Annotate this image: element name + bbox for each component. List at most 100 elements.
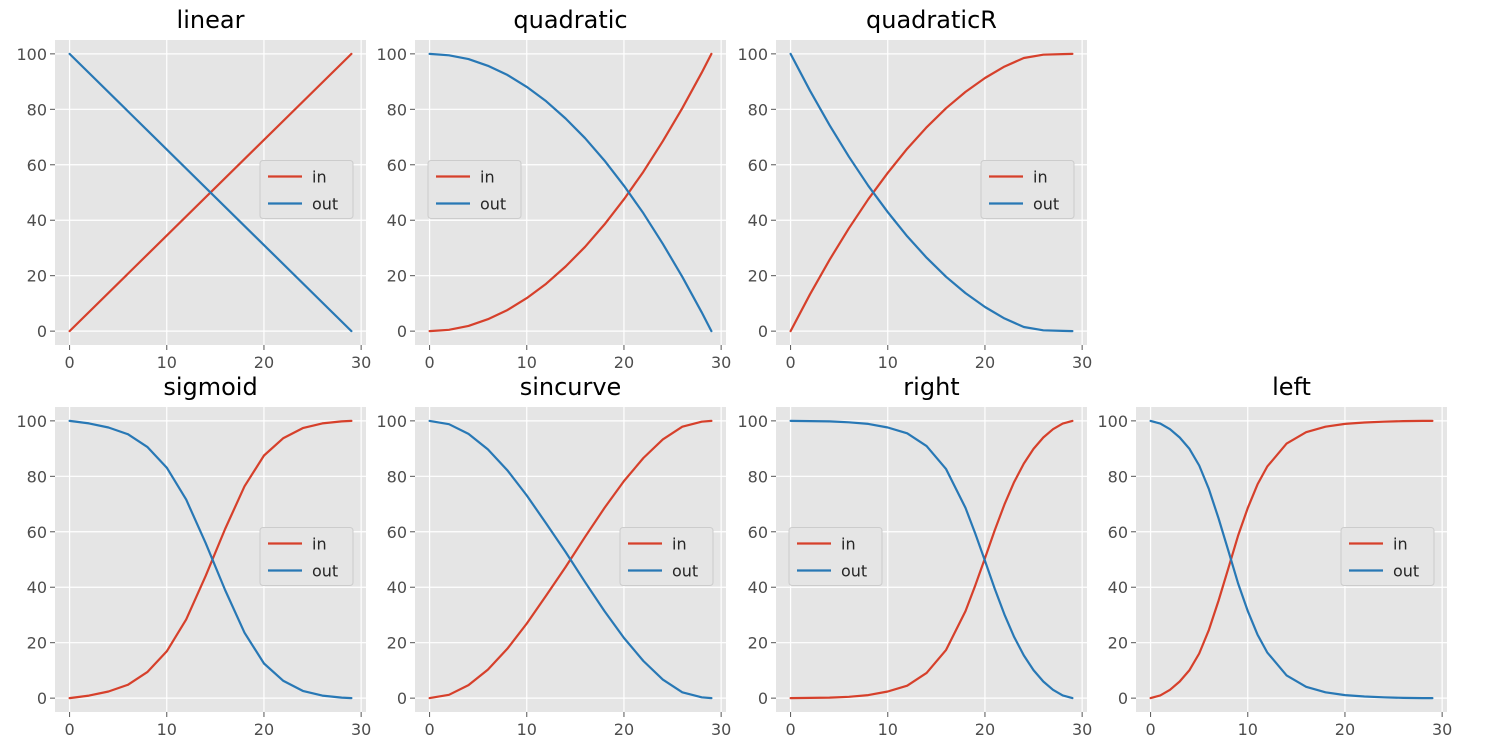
legend-label-in: in xyxy=(312,168,327,187)
chart-panel-quadraticR: 0 10 20 30 0 20 40 60 80 100 quadraticR in out xyxy=(737,6,1092,372)
chart-panel-linear: 0 10 20 30 0 20 40 60 80 100 linear in out xyxy=(16,6,371,372)
x-tick-label: 10 xyxy=(878,353,898,372)
series-line-out xyxy=(428,419,713,700)
y-tick-label: 60 xyxy=(748,156,768,175)
y-tick-label: 0 xyxy=(758,322,768,341)
legend: in out xyxy=(619,527,714,586)
legend-label-in: in xyxy=(672,535,687,554)
legend-label-out: out xyxy=(312,195,338,214)
x-tick-label: 30 xyxy=(351,353,371,372)
y-tick-label: 20 xyxy=(1108,634,1128,653)
y-tick-label: 40 xyxy=(748,578,768,597)
legend-label-in: in xyxy=(1393,535,1408,554)
y-tick-label: 20 xyxy=(27,634,47,653)
x-tick-label: 20 xyxy=(614,353,634,372)
x-tick-label: 30 xyxy=(711,353,731,372)
legend-label-out: out xyxy=(312,562,338,581)
y-tick-label: 80 xyxy=(27,100,47,119)
chart-title: linear xyxy=(177,6,245,34)
series-line-out xyxy=(789,52,1074,333)
y-tick-label: 80 xyxy=(387,467,407,486)
y-tick-label: 0 xyxy=(758,689,768,708)
y-tick-label: 0 xyxy=(37,322,47,341)
y-tick-label: 100 xyxy=(376,45,407,64)
chart-title: left xyxy=(1272,373,1311,401)
x-tick-label: 30 xyxy=(711,720,731,739)
x-tick-label: 30 xyxy=(1072,720,1092,739)
chart-title: sigmoid xyxy=(163,373,257,401)
chart-panel-sigmoid: 0 10 20 30 0 20 40 60 80 100 sigmoid in out xyxy=(16,373,371,739)
y-tick-label: 0 xyxy=(397,689,407,708)
legend: in out xyxy=(788,527,883,586)
y-tick-label: 60 xyxy=(1108,523,1128,542)
legend: in out xyxy=(427,160,522,219)
chart-title: quadratic xyxy=(513,6,627,34)
y-tick-label: 100 xyxy=(1097,412,1128,431)
y-tick-label: 20 xyxy=(387,267,407,286)
x-tick-label: 10 xyxy=(157,353,177,372)
legend-label-in: in xyxy=(1033,168,1048,187)
legend-box xyxy=(259,527,354,586)
x-tick-label: 0 xyxy=(424,353,434,372)
legend-label-out: out xyxy=(841,562,867,581)
legend: in out xyxy=(980,160,1075,219)
chart-title: sincurve xyxy=(520,373,622,401)
legend-box xyxy=(427,160,522,219)
y-tick-label: 40 xyxy=(387,211,407,230)
y-tick-label: 80 xyxy=(27,467,47,486)
legend-label-in: in xyxy=(312,535,327,554)
series-line-in xyxy=(1149,419,1434,700)
y-tick-label: 20 xyxy=(387,634,407,653)
y-tick-label: 60 xyxy=(27,523,47,542)
y-tick-label: 80 xyxy=(387,100,407,119)
y-tick-label: 20 xyxy=(748,634,768,653)
chart-title: right xyxy=(903,373,959,401)
y-tick-label: 60 xyxy=(387,156,407,175)
series-line-in xyxy=(428,419,713,700)
y-tick-label: 100 xyxy=(16,412,47,431)
y-tick-label: 0 xyxy=(1118,689,1128,708)
y-tick-label: 100 xyxy=(16,45,47,64)
x-tick-label: 20 xyxy=(1335,720,1355,739)
chart-panel-sincurve: 0 10 20 30 0 20 40 60 80 100 sincurve in out xyxy=(376,373,731,739)
series-line-in xyxy=(789,52,1074,333)
x-tick-label: 30 xyxy=(351,720,371,739)
y-tick-label: 20 xyxy=(27,267,47,286)
x-tick-label: 20 xyxy=(975,720,995,739)
chart-panel-right: 0 10 20 30 0 20 40 60 80 100 right in out xyxy=(737,373,1092,739)
series-line-in xyxy=(789,419,1074,700)
x-tick-label: 30 xyxy=(1432,720,1452,739)
series-line-out xyxy=(68,419,353,700)
y-tick-label: 0 xyxy=(397,322,407,341)
y-tick-label: 60 xyxy=(748,523,768,542)
x-tick-label: 0 xyxy=(785,353,795,372)
series-line-out xyxy=(68,52,353,333)
y-tick-label: 40 xyxy=(387,578,407,597)
legend: in out xyxy=(1340,527,1435,586)
y-tick-label: 80 xyxy=(748,467,768,486)
x-tick-label: 0 xyxy=(424,720,434,739)
x-tick-label: 30 xyxy=(1072,353,1092,372)
x-tick-label: 0 xyxy=(64,353,74,372)
series-line-in xyxy=(428,52,713,333)
x-tick-label: 10 xyxy=(517,353,537,372)
chart-panel-quadratic: 0 10 20 30 0 20 40 60 80 100 quadratic in out xyxy=(376,6,731,372)
y-tick-label: 100 xyxy=(737,412,768,431)
legend-label-in: in xyxy=(480,168,495,187)
series-line-in xyxy=(68,419,353,700)
series-line-out xyxy=(789,419,1074,700)
x-tick-label: 0 xyxy=(1145,720,1155,739)
series-line-out xyxy=(428,52,713,333)
y-tick-label: 100 xyxy=(376,412,407,431)
x-tick-label: 20 xyxy=(254,353,274,372)
y-tick-label: 0 xyxy=(37,689,47,708)
y-tick-label: 60 xyxy=(387,523,407,542)
series-line-out xyxy=(1149,419,1434,700)
y-tick-label: 40 xyxy=(27,211,47,230)
legend-label-out: out xyxy=(672,562,698,581)
legend-box xyxy=(788,527,883,586)
x-tick-label: 10 xyxy=(157,720,177,739)
y-tick-label: 60 xyxy=(27,156,47,175)
legend: in out xyxy=(259,527,354,586)
